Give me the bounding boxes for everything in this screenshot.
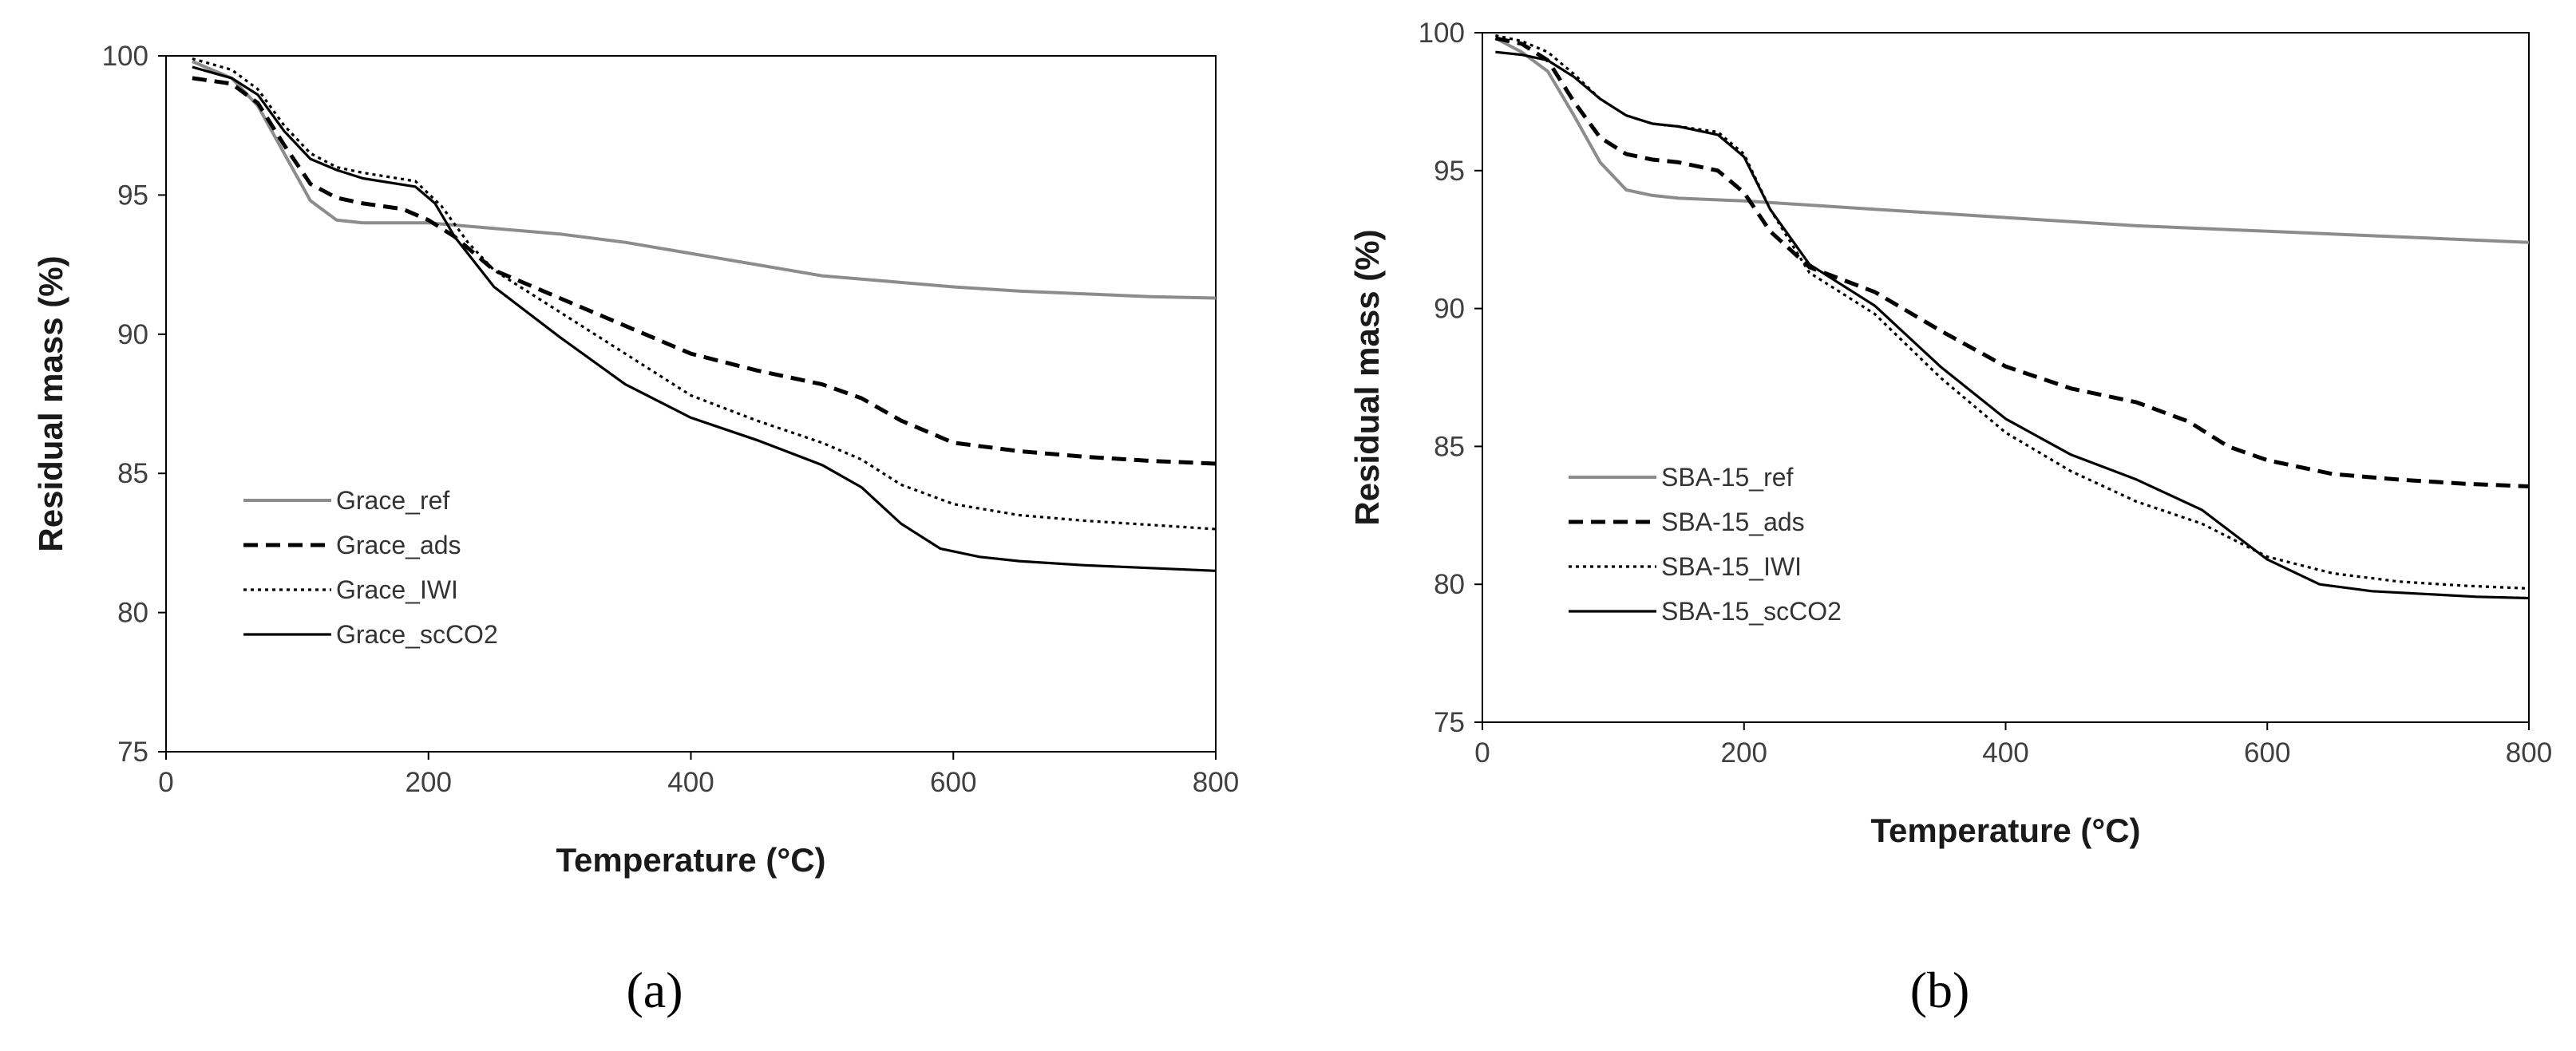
series-line-grace-scco2 — [192, 65, 1217, 572]
series-line-grace-ref — [192, 60, 1217, 300]
y-tick-label: 95 — [117, 180, 148, 211]
legend-label: Grace_scCO2 — [336, 620, 498, 649]
x-tick-label: 200 — [1721, 737, 1767, 768]
x-tick-label: 400 — [667, 767, 714, 798]
y-tick-label: 85 — [1434, 431, 1465, 462]
y-tick-label: 80 — [117, 598, 148, 629]
legend-label: Grace_ref — [336, 486, 449, 515]
legend-label: SBA-15_scCO2 — [1661, 597, 1842, 626]
y-tick-label: 90 — [1434, 294, 1465, 325]
series-line-sba-15-scco2 — [1495, 50, 2530, 600]
x-axis-title: Temperature (°C) — [556, 841, 825, 879]
legend-label: SBA-15_ref — [1661, 463, 1794, 492]
y-axis-title: Residual mass (%) — [32, 255, 69, 551]
x-tick-label: 0 — [158, 767, 173, 798]
panel-label-b: (b) — [1910, 962, 1970, 1018]
y-tick-label: 100 — [1419, 18, 1465, 49]
y-axis-title: Residual mass (%) — [1348, 229, 1386, 525]
series-line-grace-iwi — [192, 57, 1217, 531]
x-tick-label: 600 — [930, 767, 976, 798]
x-tick-label: 400 — [1982, 737, 2028, 768]
y-tick-label: 100 — [102, 41, 148, 72]
x-tick-label: 800 — [2506, 737, 2552, 768]
legend-label: Grace_IWI — [336, 575, 458, 604]
x-tick-label: 200 — [406, 767, 452, 798]
y-tick-label: 95 — [1434, 156, 1465, 187]
panel-label-a: (a) — [626, 962, 683, 1018]
series-line-sba-15-iwi — [1495, 34, 2530, 590]
series-line-sba-15-ads — [1494, 36, 2530, 488]
x-tick-label: 600 — [2244, 737, 2290, 768]
x-axis-title: Temperature (°C) — [1870, 812, 2140, 849]
series-line-sba-15-ref — [1494, 37, 2530, 244]
y-tick-label: 75 — [117, 737, 148, 768]
y-tick-label: 75 — [1434, 707, 1465, 738]
plot-frame — [1482, 32, 2530, 723]
legend-label: SBA-15_IWI — [1661, 552, 1802, 581]
legend-label: Grace_ads — [336, 531, 461, 559]
y-tick-label: 80 — [1434, 569, 1465, 600]
plot-frame — [165, 55, 1217, 753]
series-line-grace-ads — [192, 76, 1217, 466]
y-tick-label: 85 — [117, 458, 148, 489]
x-tick-label: 0 — [1474, 737, 1490, 768]
x-tick-label: 800 — [1193, 767, 1239, 798]
chart-panel-a: (a) 0 200 400 600 800 75 80 85 90 95 100 Temperatur… — [32, 41, 1239, 1018]
y-tick-label: 90 — [117, 319, 148, 350]
chart-panel-b: (b) 0 200 400 600 800 75 80 85 90 95 100 Temperatur… — [1348, 18, 2552, 1018]
legend-label: SBA-15_ads — [1661, 508, 1805, 536]
